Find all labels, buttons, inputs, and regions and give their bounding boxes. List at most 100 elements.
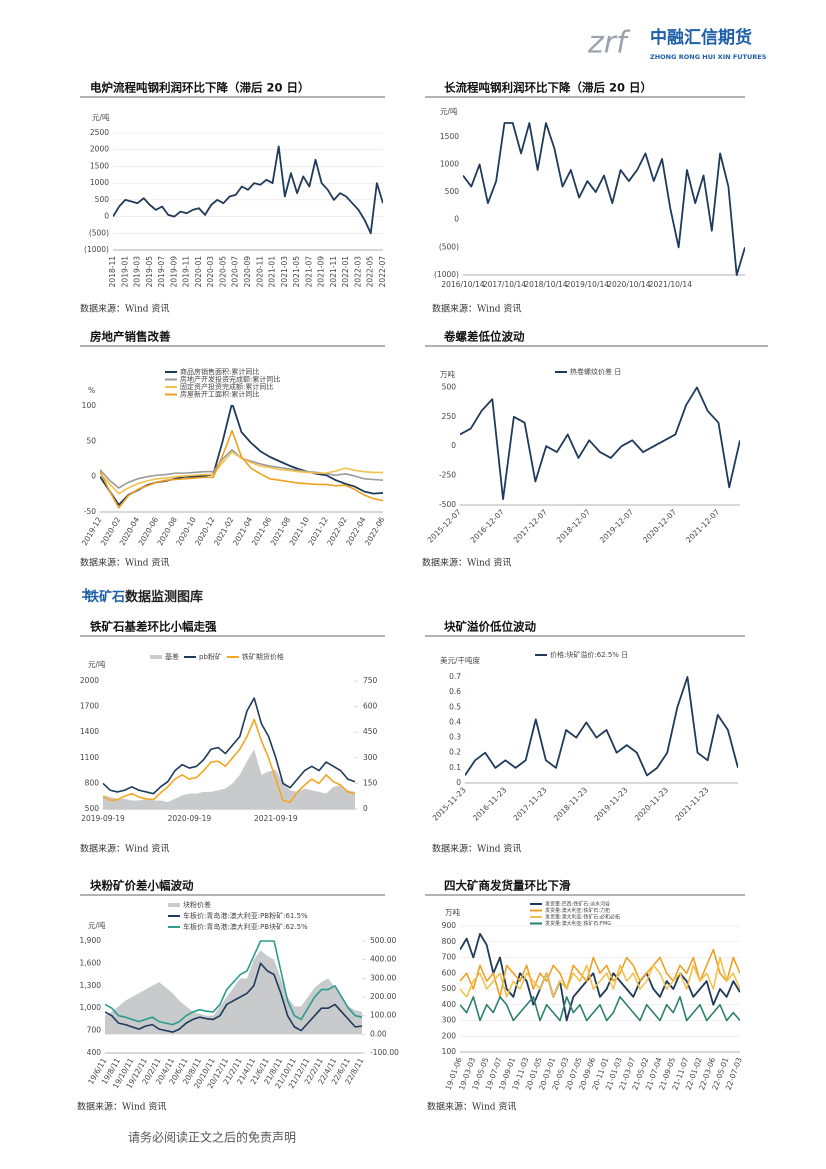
legend-label: 发货量:澳大利亚:铁矿石:力拓 [545, 907, 610, 914]
x-tick-label: 2015-12-07 [426, 507, 463, 544]
company-name: 中融汇信期货 [650, 27, 752, 48]
section-title-highlight: 铁矿石 [85, 589, 125, 605]
x-tick-label: 2019-05 [145, 256, 154, 288]
y2-tick-label: -100.00 [370, 1048, 399, 1057]
y-tick-label: 500 [442, 382, 457, 391]
y-tick-label: 2000 [90, 145, 109, 154]
legend-label: 发货量:澳大利亚:铁矿石:必和必拓 [545, 914, 620, 921]
y-tick-label: 2500 [90, 128, 109, 137]
line-series [105, 962, 362, 1033]
x-tick-label: 2020-07 [231, 256, 240, 288]
y-tick-label: 0.5 [449, 702, 461, 711]
x-tick-label: 2020-12-07 [641, 507, 678, 544]
y-tick-label: 400 [87, 1048, 102, 1057]
y2-tick-label: 300.00 [370, 973, 396, 982]
chart: 长流程吨钢利润环比下降（滞后 20 日） 数据来源：Wind 资讯 元/吨 1500 1… [425, 81, 745, 315]
line-series [463, 122, 745, 276]
x-tick-label: 2019-03 [133, 256, 142, 288]
chart-source: 数据来源：Wind 资讯 [422, 557, 511, 569]
y-tick-label: 1,000 [80, 1003, 102, 1012]
x-tick-label: 2020-09 [243, 256, 252, 288]
x-tick-label: 2020-01 [194, 256, 203, 288]
chart: 电炉流程吨钢利润环比下降（滞后 20 日） 数据来源：Wind 资讯 元/吨 2500… [80, 81, 387, 315]
x-tick-label: 2021-09 [317, 256, 326, 288]
y2-tick-label: 100.00 [370, 1011, 396, 1020]
y-tick-label: 0 [104, 212, 109, 221]
x-tick-label: 2018/10/14 [524, 280, 567, 289]
y-tick-label: 0.7 [449, 672, 461, 681]
y-tick-label: 1100 [80, 753, 99, 762]
axis-unit: 元/吨 [88, 659, 106, 669]
y2-tick-label: 400.00 [370, 955, 396, 964]
legend-swatch [150, 655, 162, 659]
y-tick-label: 1000 [440, 159, 459, 168]
x-tick-label: 2020/10/14 [607, 280, 650, 289]
y2-tick-label: 600 [363, 702, 378, 711]
section-title-rest: 数据监测图库 [125, 589, 203, 605]
y-tick-label: 1700 [80, 702, 99, 711]
y-tick-label: 1000 [90, 178, 109, 187]
x-tick-label: 2016/10/14 [441, 280, 484, 289]
y-tick-label: 1500 [440, 132, 459, 141]
chart-title: 电炉流程吨钢利润环比下降（滞后 20 日） [90, 81, 310, 95]
axis-unit: 元/吨 [92, 112, 110, 122]
chart-source: 数据来源：Wind 资讯 [427, 1101, 516, 1113]
line-series [460, 996, 740, 1022]
y-tick-label: 1,600 [80, 958, 102, 967]
line-series [113, 145, 383, 235]
y2-tick-label: 0.00 [370, 1029, 387, 1038]
y-tick-label: 600 [442, 968, 457, 977]
x-tick-label: 2019-11-23 [592, 785, 629, 822]
y-tick-label: 0.3 [449, 733, 461, 742]
legend-label: pb粉矿 [199, 652, 222, 661]
y-tick-label: (1000) [434, 270, 459, 279]
y-tick-label: 50 [86, 436, 96, 445]
x-tick-label: 2021-01 [268, 256, 277, 288]
x-tick-label: 2019-01 [120, 256, 129, 288]
x-tick-label: 2018-11-23 [552, 785, 589, 822]
y-tick-label: 0.4 [449, 717, 461, 726]
y2-tick-label: 0 [363, 804, 368, 813]
y2-tick-label: 750 [363, 676, 378, 685]
legend-label: 车板价:青岛港:澳大利亚:PB粉矿:61.5% [183, 911, 308, 920]
line-series [103, 697, 355, 795]
x-tick-label: 2021-11 [329, 256, 338, 288]
y-tick-label: 100 [82, 401, 97, 410]
x-tick-label: 2019/10/14 [566, 280, 609, 289]
y2-tick-label: 200.00 [370, 992, 396, 1001]
x-tick-label: 2016-12-07 [469, 507, 506, 544]
x-tick-label: 2022-07 [378, 256, 387, 288]
y-tick-label: 0 [91, 472, 96, 481]
x-tick-label: 2020-09-19 [168, 814, 212, 823]
company-name-en: ZHONG RONG HUI XIN FUTURES [650, 53, 767, 61]
x-tick-label: 2015-11-23 [431, 785, 468, 822]
y-tick-label: 1400 [80, 727, 99, 736]
axis-unit: 万吨 [440, 369, 455, 379]
x-tick-label: 2020-11-23 [633, 785, 670, 822]
chart-source: 数据来源：Wind 资讯 [77, 1101, 166, 1113]
legend-label: 固定资产投资完成额:累计同比 [180, 382, 273, 391]
x-tick-label: 2021-05 [292, 256, 301, 288]
y-tick-label: 0 [454, 215, 459, 224]
y-tick-label: 1,900 [80, 936, 102, 945]
y-tick-label: 250 [442, 412, 457, 421]
legend-swatch [168, 903, 180, 907]
y2-tick-label: 450 [363, 727, 378, 736]
y-tick-label: 400 [442, 1000, 457, 1009]
x-tick-label: 2017-12-07 [512, 507, 549, 544]
legend-label: 房地产开发投资完成额:累计同比 [180, 375, 280, 384]
y-tick-label: 700 [442, 953, 457, 962]
line-series [460, 386, 740, 501]
y-tick-label: -50 [84, 507, 96, 516]
line-series [100, 429, 383, 509]
chart-source: 数据来源：Wind 资讯 [432, 303, 521, 315]
x-tick-label: 2022-03 [353, 256, 362, 288]
chart-title: 长流程吨钢利润环比下降（滞后 20 日） [444, 81, 652, 95]
y-tick-label: 0.6 [449, 687, 461, 696]
y-tick-label: 0.2 [449, 748, 461, 757]
y-tick-label: 0.1 [449, 763, 461, 772]
axis-unit: 万吨 [445, 907, 460, 917]
